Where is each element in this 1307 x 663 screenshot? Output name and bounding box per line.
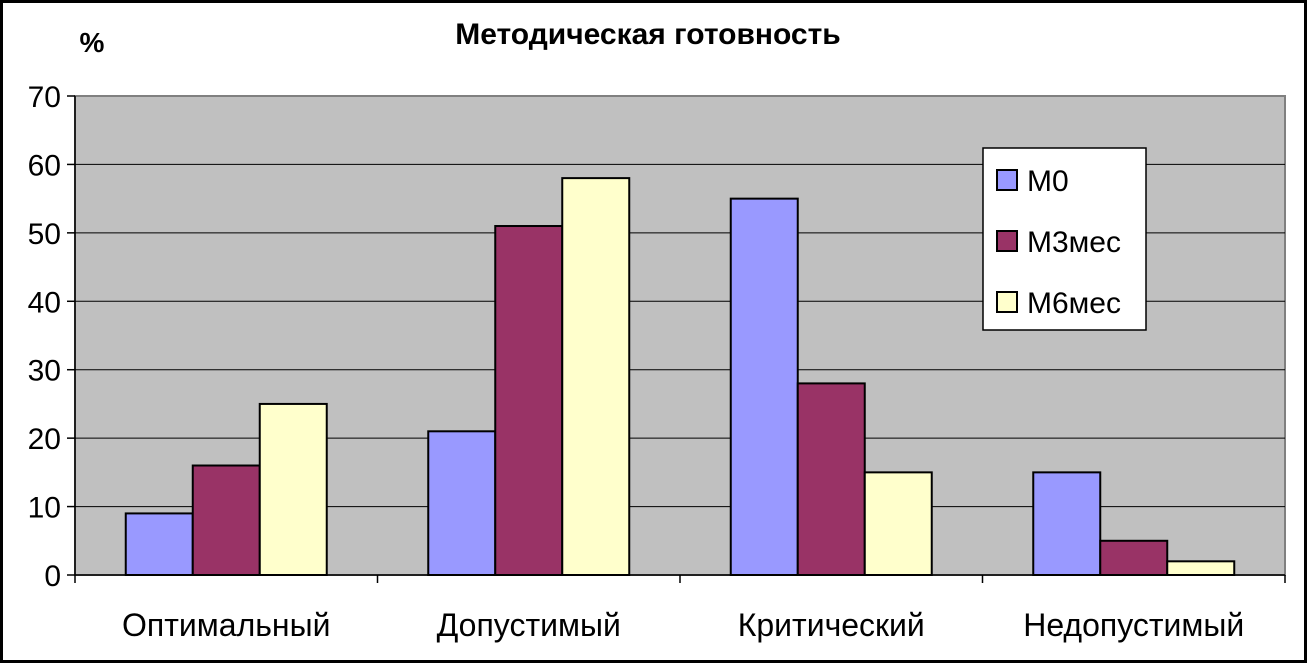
y-tick-label: 30 [28, 355, 61, 388]
y-tick-label: 20 [28, 423, 61, 456]
y-tick-labels: 0 10 20 30 40 50 60 70 [28, 81, 61, 593]
y-axis-label: % [80, 27, 105, 58]
bar-2-2 [863, 471, 933, 577]
x-tick-label: Критический [738, 607, 925, 643]
legend: М0 М3мес М6мес [982, 147, 1147, 331]
legend-label: М6мес [1027, 287, 1121, 320]
bar-2-0 [729, 197, 799, 576]
x-tick-labels: Оптимальный Допустимый Критический Недопуст… [122, 607, 1244, 643]
legend-swatch [996, 230, 1018, 252]
legend-swatch [996, 291, 1018, 313]
y-tick-label: 70 [28, 81, 61, 114]
bar-0-0 [124, 512, 194, 577]
x-tick-label: Оптимальный [122, 607, 330, 643]
bar-3-0 [1032, 471, 1102, 577]
bar-3-2 [1166, 560, 1236, 576]
y-tick-label: 0 [44, 560, 61, 593]
legend-label: М0 [1027, 165, 1069, 198]
y-tick-label: 10 [28, 492, 61, 525]
x-tick-label: Допустимый [437, 607, 621, 643]
bar-3-1 [1099, 539, 1169, 576]
legend-swatch [996, 169, 1018, 191]
bar-0-1 [191, 464, 261, 576]
bar-0-2 [258, 402, 328, 576]
axes [67, 95, 1286, 583]
y-tick-label: 60 [28, 149, 61, 182]
x-tick-label: Недопустимый [1023, 607, 1244, 643]
legend-label: М3мес [1027, 226, 1121, 259]
bar-1-0 [427, 430, 497, 576]
chart-title: Методическая готовность [455, 18, 841, 51]
bar-1-2 [561, 177, 631, 576]
y-tick-label: 50 [28, 218, 61, 251]
bar-1-1 [494, 225, 564, 576]
bars [124, 177, 1236, 577]
y-tick-label: 40 [28, 286, 61, 319]
bar-2-1 [796, 382, 866, 576]
